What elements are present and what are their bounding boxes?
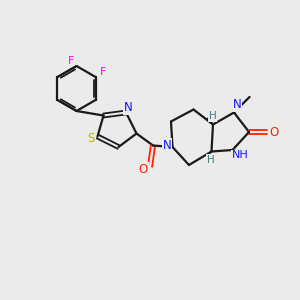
Text: H: H: [208, 111, 216, 121]
Text: O: O: [269, 125, 278, 139]
Text: F: F: [68, 56, 74, 66]
Text: N: N: [232, 98, 242, 112]
Text: N: N: [163, 139, 172, 152]
Text: S: S: [87, 131, 94, 145]
Text: N: N: [124, 100, 133, 114]
Text: H: H: [207, 155, 215, 165]
Text: O: O: [139, 163, 148, 176]
Text: F: F: [99, 67, 106, 77]
Text: NH: NH: [232, 150, 248, 161]
Polygon shape: [206, 117, 213, 124]
